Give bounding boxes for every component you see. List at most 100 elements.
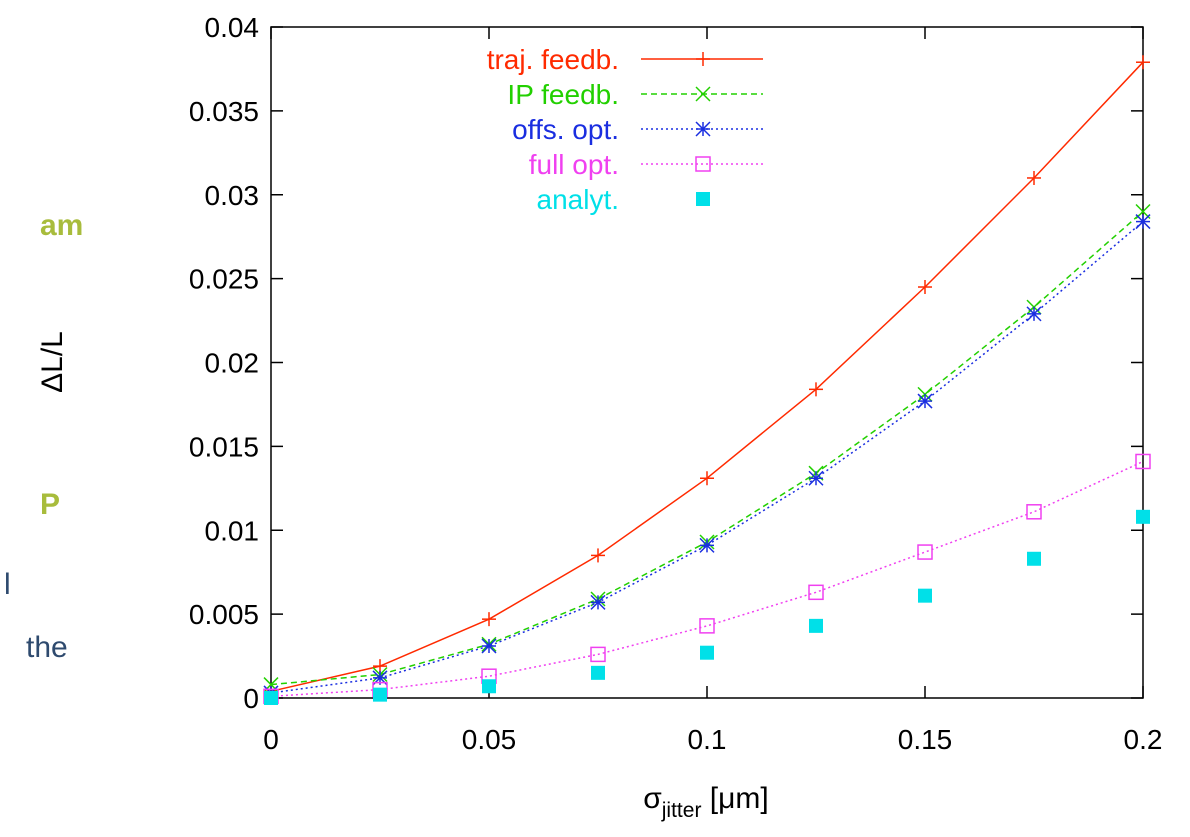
y-tick-label: 0 (243, 683, 259, 714)
filled-square-marker (591, 665, 605, 680)
filled-square-marker (482, 679, 496, 694)
legend: traj. feedb. IP feedb. offs. opt. full opt.… (487, 44, 763, 215)
filled-square-marker (373, 687, 387, 702)
data-point (809, 618, 823, 633)
data-point (917, 393, 933, 409)
legend-sample (641, 86, 763, 102)
data-series (263, 55, 1151, 705)
legend-sample (641, 121, 763, 137)
y-axis-label: ΔL/L (36, 331, 69, 393)
data-point (808, 470, 824, 486)
series-line (270, 460, 1144, 698)
open-square-marker (1135, 453, 1151, 470)
x-axis-label: σjitter [μm] (643, 782, 768, 822)
slide-fragment-3: l (4, 568, 11, 601)
data-point (1026, 306, 1042, 322)
data-point (482, 612, 496, 627)
series-2 (263, 214, 1151, 701)
filled-square-marker (918, 588, 932, 603)
data-point (699, 618, 715, 634)
data-point (918, 588, 932, 603)
asterisk-marker-b (808, 470, 824, 486)
legend-sample (641, 156, 763, 172)
legend-sample (696, 192, 710, 206)
data-point (809, 382, 823, 397)
data-point (590, 646, 606, 663)
data-point (373, 687, 387, 702)
filled-square-marker (700, 645, 714, 660)
x-tick-label: 0.2 (1124, 724, 1163, 755)
data-point (700, 471, 714, 486)
x-tick-label: 0 (263, 724, 279, 755)
open-square-marker (590, 646, 606, 663)
plot-frame (270, 26, 1144, 699)
filled-square-marker (264, 691, 278, 705)
data-point (700, 645, 714, 660)
series-line (270, 210, 1144, 686)
data-point (1136, 55, 1150, 70)
asterisk-marker-b (481, 638, 497, 654)
x-tick-label: 0.05 (462, 724, 517, 755)
legend-label: full opt. (529, 149, 619, 180)
data-point (808, 584, 824, 601)
y-tick-label: 0.015 (189, 431, 259, 462)
cross-marker-b (695, 86, 711, 102)
data-point (918, 280, 932, 295)
data-point (917, 544, 933, 560)
series-0 (264, 55, 1150, 699)
legend-sample (641, 52, 763, 66)
series-4 (264, 509, 1150, 705)
open-square-marker (808, 584, 824, 601)
asterisk-marker-b (917, 393, 933, 409)
slide-fragment-1: am (40, 209, 84, 242)
y-tick-label: 0.04 (205, 12, 260, 43)
filled-square-marker (1136, 509, 1150, 524)
data-point (1027, 551, 1041, 566)
x-axis-label-symbol: σ (643, 782, 662, 815)
y-tick-label: 0.005 (189, 599, 259, 630)
legend-label: offs. opt. (512, 114, 619, 145)
x-tick-label: 0.1 (688, 724, 727, 755)
y-tick-label: 0.025 (189, 264, 259, 295)
legend-label: IP feedb. (507, 79, 619, 110)
filled-square-marker (696, 192, 710, 206)
asterisk-marker-b (1135, 214, 1151, 230)
open-square-marker (1026, 504, 1042, 520)
data-point (264, 691, 278, 705)
data-point (1135, 214, 1151, 230)
data-point (590, 594, 606, 610)
data-point (1135, 453, 1151, 470)
slide-fragment-4: the (26, 631, 68, 664)
data-point (373, 659, 387, 674)
open-square-marker (695, 156, 711, 172)
y-tick-label: 0.01 (205, 515, 260, 546)
legend-label: traj. feedb. (487, 44, 619, 75)
series-line (270, 221, 1144, 694)
data-point (481, 638, 497, 654)
data-point (699, 537, 715, 553)
legend-label: analyt. (537, 184, 620, 215)
y-tick-label: 0.035 (189, 96, 259, 127)
open-square-marker (917, 544, 933, 560)
data-point (1136, 509, 1150, 524)
data-point (1027, 170, 1041, 185)
data-point (591, 665, 605, 680)
series-3 (263, 453, 1151, 705)
data-point (1026, 504, 1042, 520)
asterisk-marker-b (1026, 306, 1042, 322)
data-point (482, 679, 496, 694)
y-tick-label: 0.03 (205, 180, 260, 211)
open-square-marker (699, 618, 715, 634)
asterisk-marker-b (699, 537, 715, 553)
data-point (591, 548, 605, 563)
y-tick-label: 0.02 (205, 348, 260, 379)
axis-ticks: 0 0.005 0.01 0.015 0.02 0.025 0.03 0.035 0.04 0 0.… (189, 12, 1163, 755)
x-axis-label-unit: [μm] (701, 782, 768, 815)
slide-fragment-2: P (40, 488, 61, 521)
asterisk-marker-b (590, 594, 606, 610)
filled-square-marker (809, 618, 823, 633)
asterisk-marker-b (695, 121, 711, 137)
x-axis-label-subscript: jitter (661, 799, 702, 822)
